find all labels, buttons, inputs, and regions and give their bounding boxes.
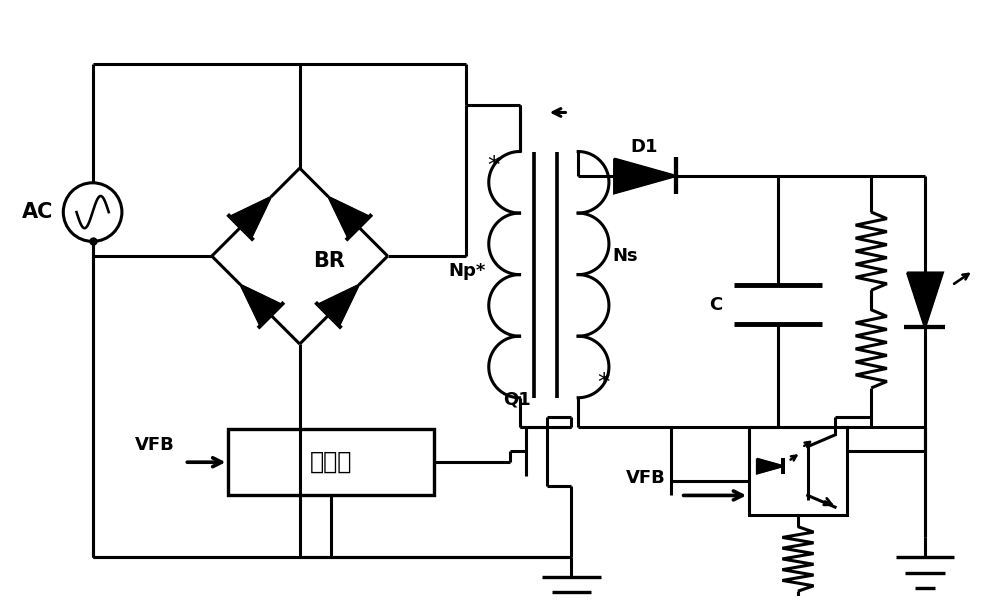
Text: C: C	[709, 296, 723, 314]
Text: Ns: Ns	[612, 247, 638, 265]
Text: BR: BR	[313, 251, 345, 271]
Bar	[228, 429, 434, 496]
Polygon shape	[318, 285, 359, 326]
Text: *: *	[598, 371, 610, 395]
Polygon shape	[241, 285, 282, 326]
Bar	[749, 427, 847, 515]
Polygon shape	[230, 197, 271, 238]
Text: VFB: VFB	[135, 435, 175, 453]
Text: 控制器: 控制器	[310, 450, 352, 474]
Polygon shape	[614, 159, 676, 193]
Text: AC: AC	[22, 202, 54, 222]
Text: Q1: Q1	[503, 391, 531, 409]
Text: VFB: VFB	[626, 469, 666, 487]
Polygon shape	[907, 273, 943, 327]
Text: *: *	[488, 154, 500, 178]
Polygon shape	[757, 459, 783, 473]
Polygon shape	[328, 197, 370, 238]
Text: Np*: Np*	[448, 262, 485, 280]
Text: D1: D1	[631, 137, 658, 156]
